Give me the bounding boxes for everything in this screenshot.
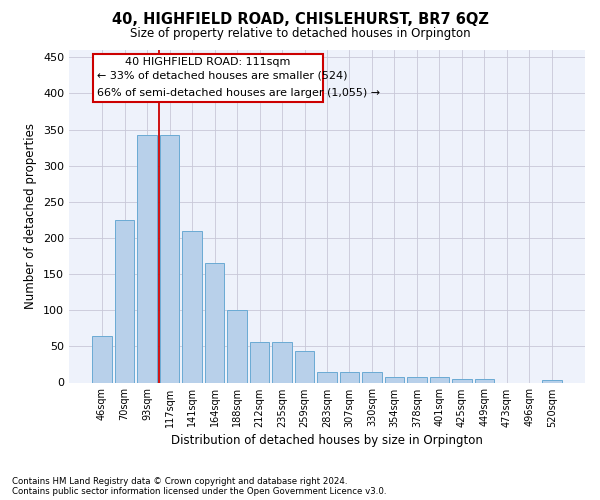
Bar: [407, 378, 427, 382]
Bar: [272, 342, 292, 382]
Y-axis label: Number of detached properties: Number of detached properties: [25, 123, 37, 309]
Bar: [340, 372, 359, 382]
Bar: [137, 134, 157, 382]
Text: Size of property relative to detached houses in Orpington: Size of property relative to detached ho…: [130, 28, 470, 40]
Bar: [317, 372, 337, 382]
Bar: [160, 134, 179, 382]
Text: Contains HM Land Registry data © Crown copyright and database right 2024.: Contains HM Land Registry data © Crown c…: [12, 477, 347, 486]
Text: ← 33% of detached houses are smaller (524): ← 33% of detached houses are smaller (52…: [97, 70, 347, 81]
Bar: [385, 376, 404, 382]
Bar: [362, 372, 382, 382]
Bar: [92, 336, 112, 382]
Bar: [452, 379, 472, 382]
Bar: [475, 379, 494, 382]
Bar: [205, 263, 224, 382]
Text: 40, HIGHFIELD ROAD, CHISLEHURST, BR7 6QZ: 40, HIGHFIELD ROAD, CHISLEHURST, BR7 6QZ: [112, 12, 488, 28]
Bar: [182, 230, 202, 382]
Text: 40 HIGHFIELD ROAD: 111sqm: 40 HIGHFIELD ROAD: 111sqm: [125, 56, 290, 66]
Text: 66% of semi-detached houses are larger (1,055) →: 66% of semi-detached houses are larger (…: [97, 88, 380, 99]
Bar: [250, 342, 269, 382]
Bar: [295, 352, 314, 382]
Bar: [542, 380, 562, 382]
X-axis label: Distribution of detached houses by size in Orpington: Distribution of detached houses by size …: [171, 434, 483, 446]
Bar: [227, 310, 247, 382]
Text: Contains public sector information licensed under the Open Government Licence v3: Contains public sector information licen…: [12, 487, 386, 496]
Bar: [430, 378, 449, 382]
Bar: [92, 54, 323, 102]
Bar: [115, 220, 134, 382]
